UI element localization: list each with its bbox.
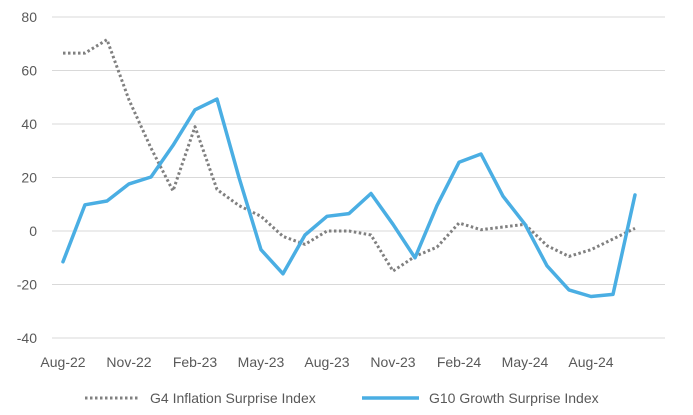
y-axis-ticks: -40 -20 0 20 40 60 80	[17, 9, 37, 346]
x-tick-label: Aug-24	[568, 354, 613, 370]
y-tick-label: 80	[21, 9, 37, 25]
y-tick-label: -20	[17, 277, 37, 293]
gridlines	[52, 16, 665, 339]
x-tick-label: Aug-22	[40, 354, 85, 370]
series-lines	[61, 38, 637, 299]
x-tick-label: Feb-24	[437, 354, 482, 370]
x-tick-label: May-23	[238, 354, 285, 370]
legend-label-inflation: G4 Inflation Surprise Index	[150, 390, 316, 406]
x-tick-label: Nov-22	[106, 354, 151, 370]
inflation-series-line	[63, 38, 636, 273]
x-axis-ticks: Aug-22 Nov-22 Feb-23 May-23 Aug-23 Nov-23 Feb-…	[40, 354, 613, 370]
y-tick-label: -40	[17, 330, 37, 346]
growth-series-line	[61, 97, 637, 299]
legend-label-growth: G10 Growth Surprise Index	[429, 390, 599, 406]
x-tick-label: Aug-23	[304, 354, 349, 370]
x-tick-label: Feb-23	[173, 354, 218, 370]
x-tick-label: May-24	[502, 354, 549, 370]
y-tick-label: 20	[21, 170, 37, 186]
y-tick-label: 40	[21, 116, 37, 132]
legend: G4 Inflation Surprise Index G10 Growth Su…	[85, 390, 599, 406]
y-tick-label: 0	[29, 223, 37, 239]
y-tick-label: 60	[21, 63, 37, 79]
x-tick-label: Nov-23	[370, 354, 415, 370]
